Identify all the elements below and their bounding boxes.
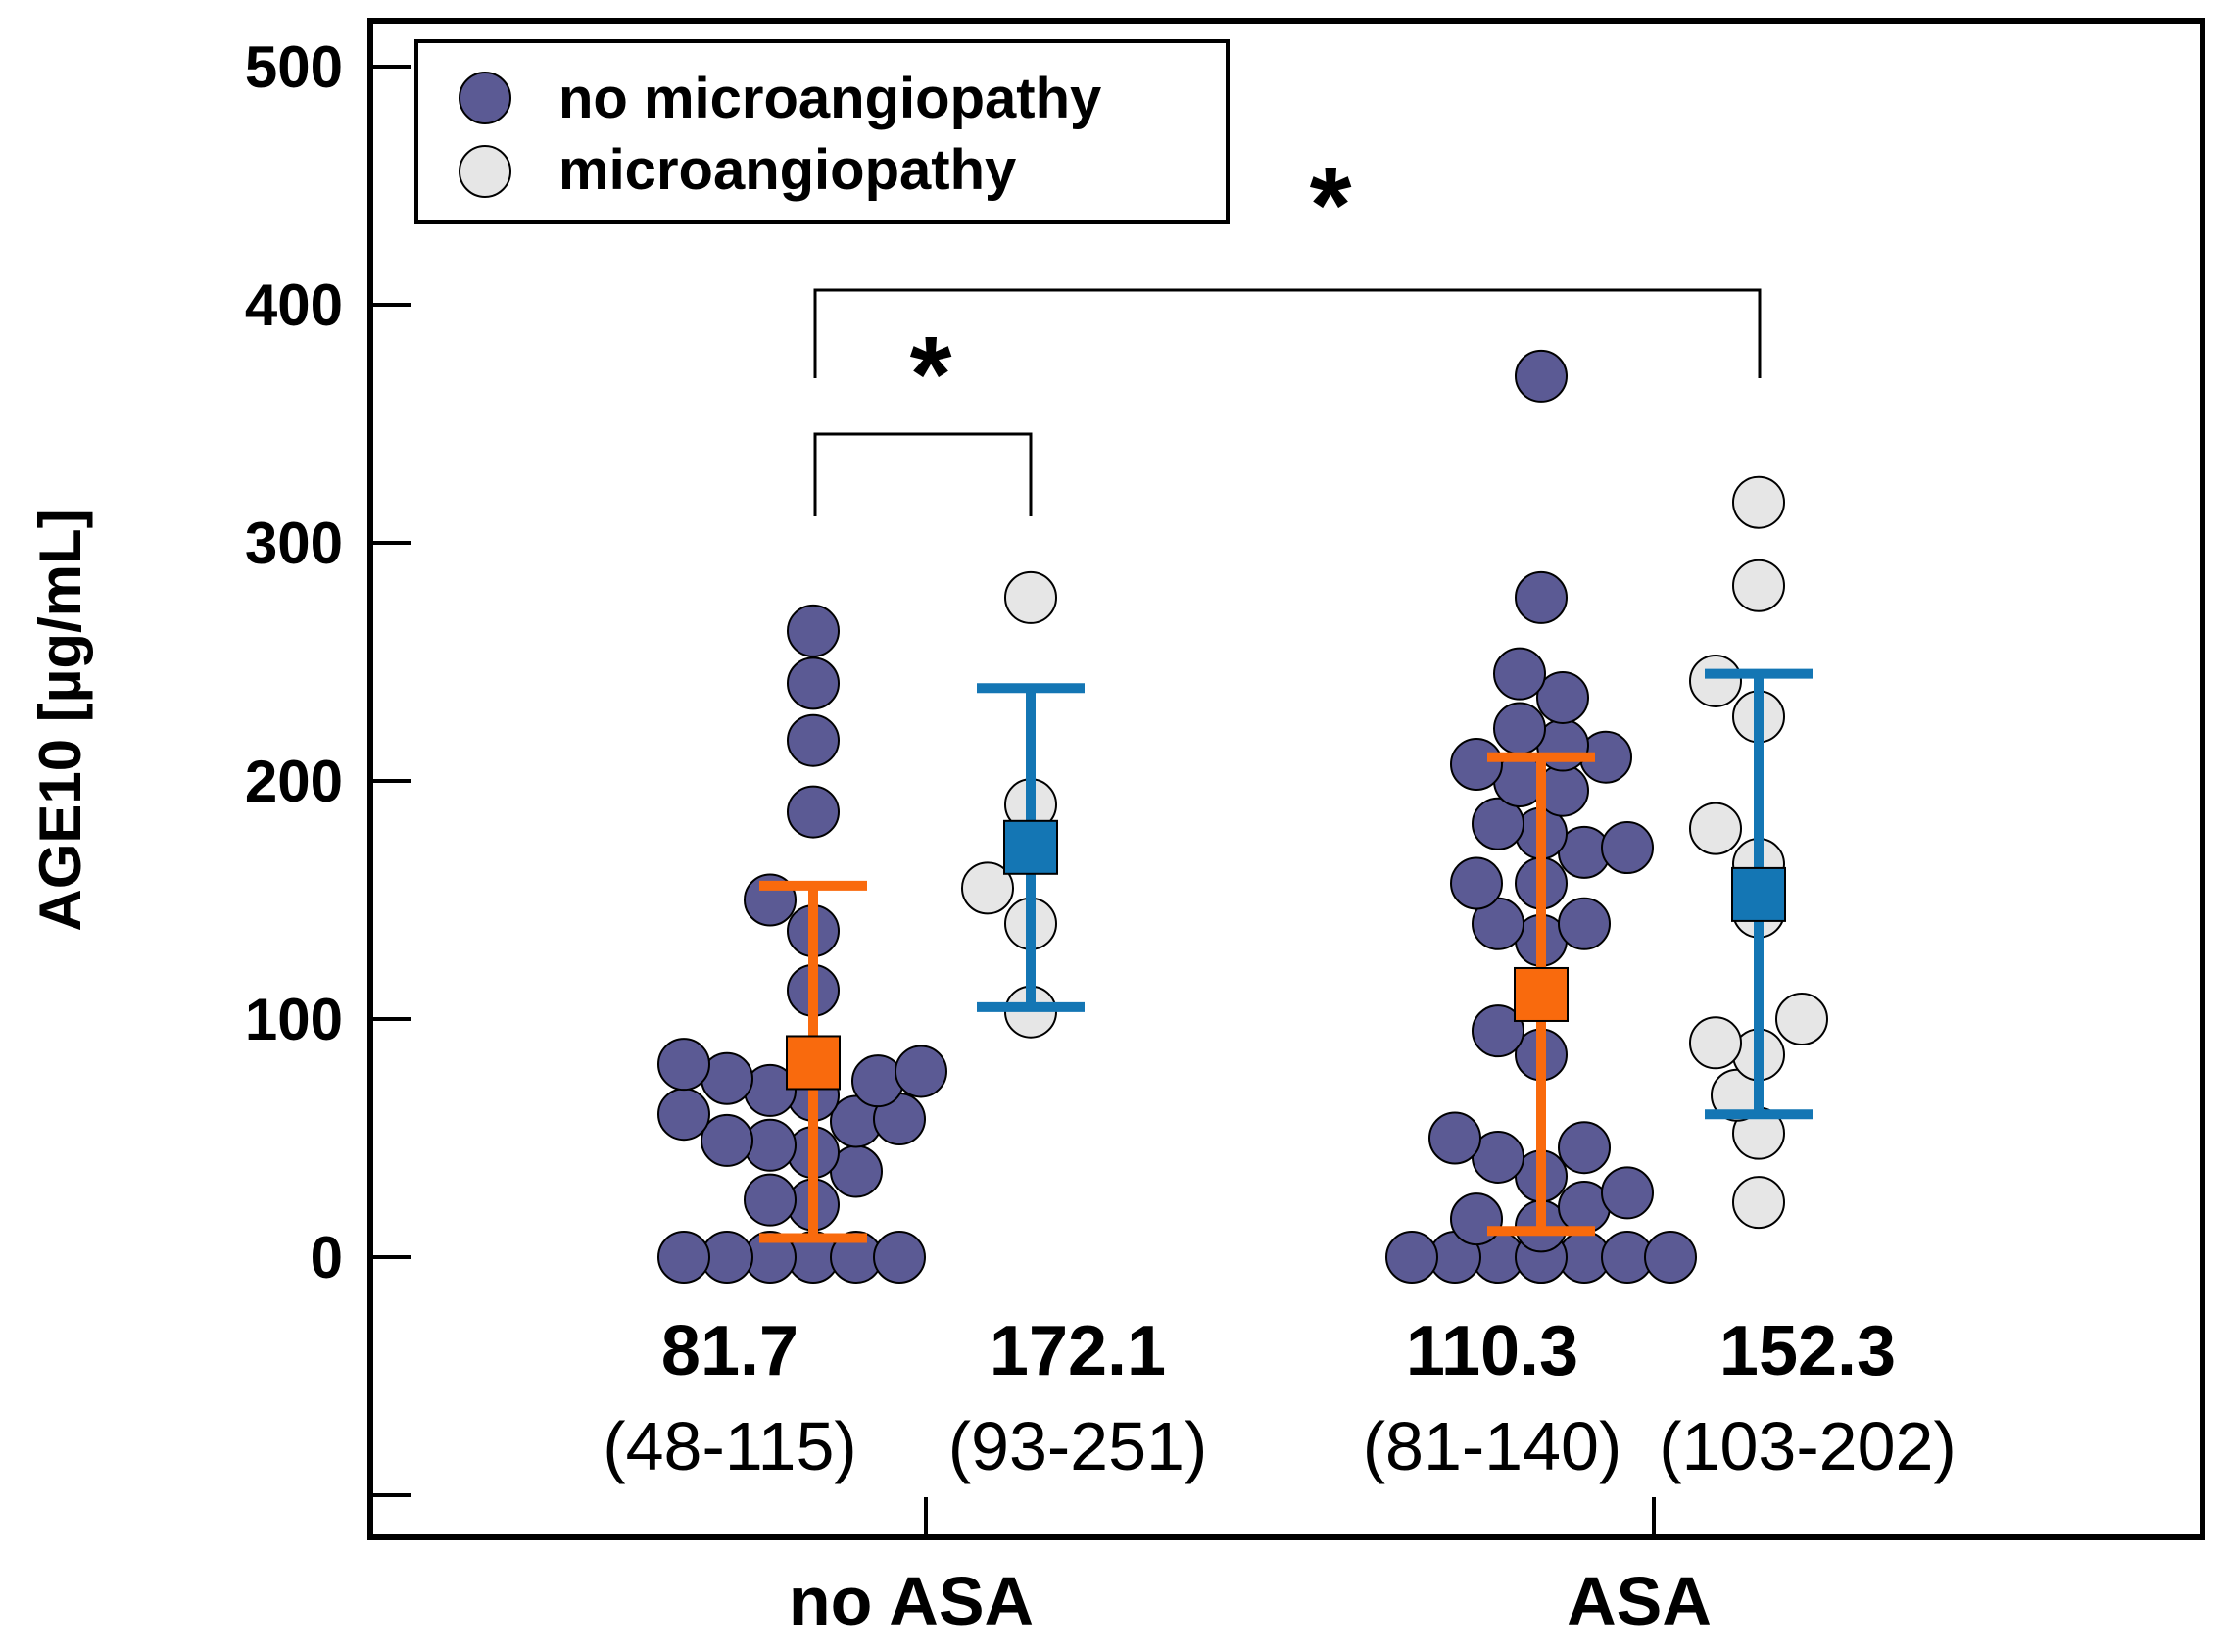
data-point (895, 1045, 947, 1098)
y-tick-label: 100 (245, 987, 343, 1052)
plot-frame (367, 18, 2205, 1540)
x-tick-label: ASA (1567, 1563, 1712, 1639)
significance-star: * (1310, 145, 1352, 266)
data-point (1558, 1121, 1611, 1175)
median-labels: 81.7 (48-115) 172.1 (93-251) 110.3 (81-140) 15… (603, 1312, 1956, 1484)
y-axis-label: AGE10 [µg/mL] (27, 509, 93, 931)
data-point (701, 1113, 753, 1167)
data-point (873, 1231, 926, 1284)
significance-bracket (813, 288, 1762, 378)
data-point (657, 1038, 710, 1092)
data-point (1450, 856, 1503, 910)
legend-box (414, 39, 1230, 224)
iqr-label: (81-140) (1363, 1408, 1622, 1484)
iqr-label: (93-251) (948, 1408, 1208, 1484)
y-tick-label: 400 (245, 272, 343, 338)
median-marker (1514, 966, 1569, 1022)
median-marker (1003, 819, 1058, 875)
x-axis: no ASA ASA (789, 1497, 1712, 1639)
iqr-label: (48-115) (603, 1408, 856, 1484)
data-point (851, 1054, 904, 1108)
data-point (1450, 1192, 1503, 1246)
data-point (787, 785, 840, 839)
data-point (1558, 897, 1611, 950)
data-point (1689, 802, 1742, 855)
data-points (657, 349, 1828, 1284)
data-point (657, 1231, 710, 1284)
y-axis: 0 100 200 300 400 500 (245, 34, 411, 1497)
median-value-label: 81.7 (661, 1312, 798, 1390)
data-point (1732, 475, 1785, 529)
median-markers (759, 668, 1813, 1243)
legend-swatch-no-microangiopathy (459, 72, 511, 124)
data-point (1732, 1176, 1785, 1230)
x-tick-label: no ASA (789, 1563, 1034, 1639)
data-point (1732, 559, 1785, 612)
iqr-label: (103-202) (1659, 1408, 1957, 1484)
median-marker (1731, 866, 1786, 922)
data-point (1428, 1111, 1481, 1165)
y-tick-label: 0 (311, 1225, 343, 1290)
legend-label-microangiopathy: microangiopathy (558, 138, 1016, 202)
data-point (1472, 797, 1524, 850)
median-value-label: 152.3 (1719, 1312, 1896, 1390)
median-marker (786, 1035, 841, 1091)
data-point (1515, 349, 1568, 403)
median-value-label: 110.3 (1406, 1312, 1578, 1390)
y-tick-label: 200 (245, 749, 343, 814)
data-point (1601, 821, 1654, 875)
data-point (787, 713, 840, 767)
data-point (744, 1173, 797, 1227)
y-tick-label: 300 (245, 510, 343, 576)
legend-swatch-microangiopathy (459, 145, 511, 198)
data-point (1493, 702, 1546, 755)
significance-brackets: ** (813, 145, 1762, 516)
median-value-label: 172.1 (990, 1312, 1166, 1390)
data-point (1775, 993, 1828, 1045)
data-point (1472, 1004, 1524, 1058)
data-point (1644, 1231, 1697, 1284)
data-point (1536, 670, 1589, 724)
data-point (1493, 647, 1546, 701)
y-tick-label: 500 (245, 34, 343, 100)
legend-label-no-microangiopathy: no microangiopathy (558, 67, 1101, 130)
significance-star: * (910, 315, 952, 435)
data-point (1450, 737, 1503, 791)
data-point (1601, 1166, 1654, 1220)
data-point (961, 861, 1014, 915)
data-point (1689, 654, 1742, 707)
legend: no microangiopathy microangiopathy (414, 39, 1230, 224)
data-point (657, 1088, 710, 1142)
data-point (1689, 1016, 1742, 1070)
significance-bracket (813, 432, 1033, 516)
data-point (1004, 570, 1057, 624)
data-point (787, 656, 840, 710)
data-point (1385, 1231, 1438, 1284)
data-point (787, 604, 840, 657)
data-point (1515, 570, 1568, 624)
